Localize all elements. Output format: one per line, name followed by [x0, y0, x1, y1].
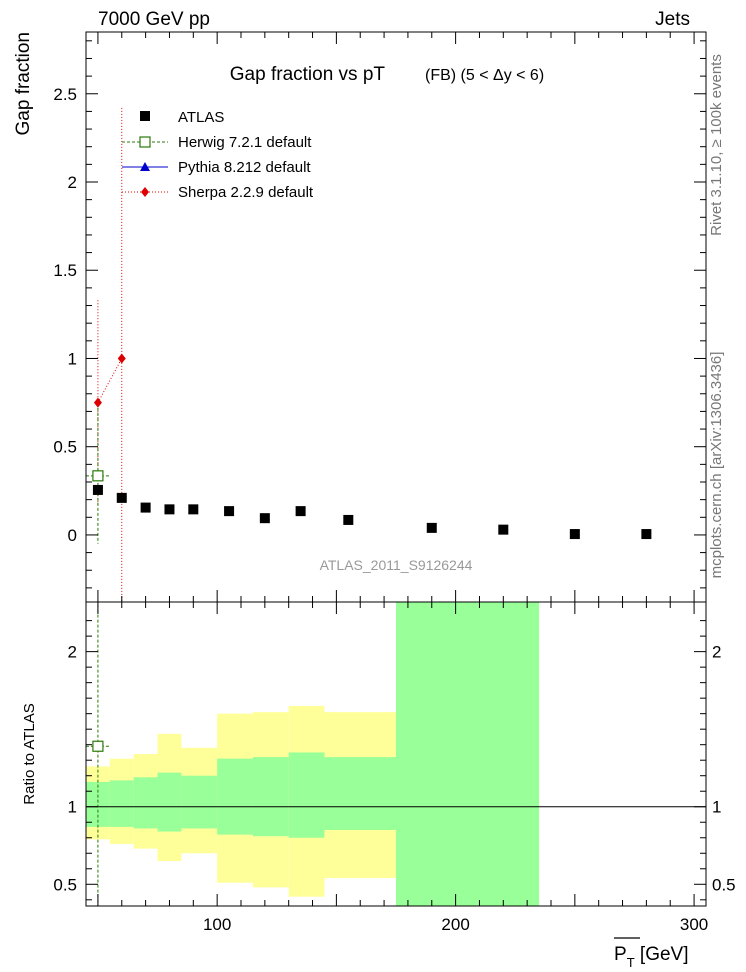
legend: ATLAS Herwig 7.2.1 default Pythia 8.212 … [122, 109, 314, 201]
atlas-point-12 [641, 529, 652, 540]
atlas-point-6 [259, 513, 270, 524]
legend-sherpa-marker [141, 187, 149, 197]
x-tick-label-0: 100 [203, 915, 231, 934]
chart-title: Gap fraction vs pT [230, 64, 386, 85]
ratio-stat-band-9 [396, 602, 540, 906]
sherpa-point-1 [117, 353, 126, 364]
legend-sherpa-label: Sherpa 2.2.9 default [178, 184, 314, 201]
ratio-stat-band-1 [109, 780, 134, 827]
atlas-point-9 [426, 522, 437, 533]
legend-herwig-marker [139, 136, 151, 148]
atlas-point-10 [498, 524, 509, 535]
axis-ticks: 0 0.5 1 1.5 2 2.5 100 200 300 0.5 0.5 1 1 2 2 [53, 32, 736, 934]
y-tick-label-0: 0 [68, 526, 77, 545]
y-tick-label-3: 1.5 [53, 261, 77, 280]
atlas-point-11 [569, 529, 580, 540]
ratio-stat-band-6 [252, 757, 289, 837]
mcplots-label: mcplots.cern.ch [arXiv:1306.3436] [708, 352, 725, 579]
ratio-y-axis-label: Ratio to ATLAS [21, 703, 38, 804]
ratio-tick-label-left-1: 1 [68, 798, 77, 817]
y-tick-label-5: 2.5 [53, 85, 77, 104]
atlas-point-2 [140, 502, 151, 513]
legend-pythia-marker [140, 162, 150, 171]
ratio-stat-band-5 [217, 758, 253, 835]
atlas-point-4 [188, 504, 199, 515]
ratio-stat-band-2 [133, 777, 158, 829]
analysis-watermark: ATLAS_2011_S9126244 [320, 557, 473, 573]
atlas-point-0 [92, 484, 103, 495]
ratio-herwig-point-0 [92, 740, 104, 752]
atlas-point-8 [343, 514, 354, 525]
ratio-bands [86, 602, 540, 906]
atlas-point-1 [116, 492, 127, 503]
legend-atlas-label: ATLAS [178, 109, 224, 126]
ratio-tick-label-right-1: 1 [712, 798, 721, 817]
legend-pythia-label: Pythia 8.212 default [178, 159, 311, 176]
x-tick-label-2: 300 [680, 915, 708, 934]
y-axis-label: Gap fraction [13, 32, 34, 136]
ratio-tick-label-left-0: 0.5 [53, 875, 77, 894]
main-marks [86, 107, 652, 602]
legend-atlas-marker [140, 111, 150, 121]
atlas-point-3 [164, 504, 175, 515]
ratio-tick-label-right-0: 0.5 [712, 875, 736, 894]
beam-label: 7000 GeV pp [98, 9, 210, 30]
ratio-stat-band-0 [86, 781, 110, 827]
rivet-label: Rivet 3.1.10, ≥ 100k events [708, 54, 725, 236]
chart-subtitle: (FB) (5 < Δy < 6) [425, 67, 544, 84]
x-axis-label-symbol: PT [GeV] [614, 944, 689, 970]
sherpa-line [97, 358, 123, 403]
herwig-point-0 [92, 470, 104, 482]
x-tick-label-1: 200 [441, 915, 469, 934]
x-axis-label: PT [GeV] [614, 937, 689, 970]
ratio-stat-band-3 [157, 772, 182, 832]
process-label: Jets [655, 9, 690, 30]
ratio-tick-label-right-2: 2 [712, 643, 721, 662]
ratio-stat-band-4 [181, 775, 218, 829]
y-tick-label-4: 2 [68, 173, 77, 192]
ratio-stat-band-7 [288, 752, 325, 838]
y-tick-label-1: 0.5 [53, 438, 77, 457]
atlas-point-5 [224, 506, 235, 517]
ratio-tick-label-left-2: 2 [68, 643, 77, 662]
atlas-point-7 [295, 506, 306, 517]
ratio-marks [86, 602, 110, 906]
y-tick-label-2: 1 [68, 349, 77, 368]
sherpa-point-0 [93, 397, 102, 408]
ratio-stat-band-8 [324, 757, 396, 830]
legend-herwig-label: Herwig 7.2.1 default [178, 134, 312, 151]
ratio-plot-frame [85, 601, 707, 907]
